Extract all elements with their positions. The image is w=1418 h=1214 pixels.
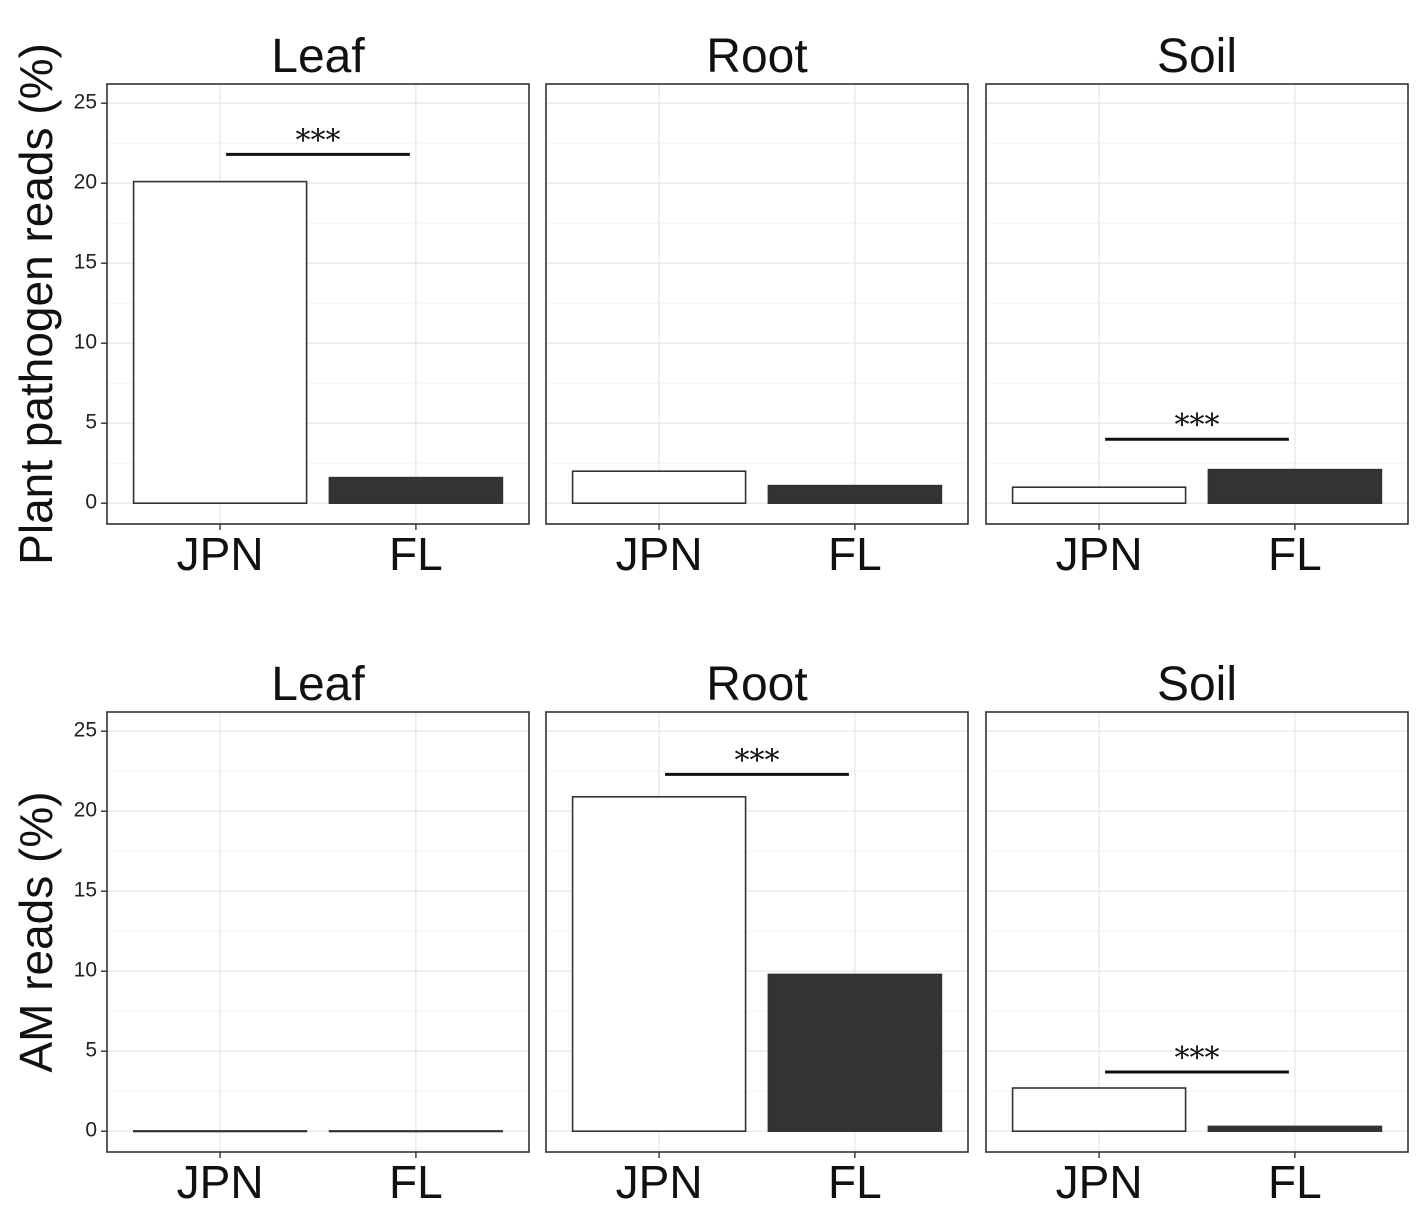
panel-frame xyxy=(985,83,1409,525)
x-tick-label: JPN xyxy=(1056,1156,1143,1208)
bar-jpn xyxy=(1011,1087,1187,1133)
panel-frame xyxy=(545,83,969,525)
panel-frame xyxy=(106,83,530,525)
panel-soil-row-1: *** JPN FL Soil xyxy=(985,30,1409,580)
bar-fl xyxy=(328,1130,504,1133)
y-tick-label: 25 xyxy=(74,91,97,114)
y-tick-label: 5 xyxy=(85,1039,97,1062)
x-tick-label: JPN xyxy=(177,1156,264,1208)
y-tick-label: 15 xyxy=(74,879,97,902)
x-tick-label: JPN xyxy=(177,528,264,580)
bar-jpn xyxy=(571,470,747,505)
panel-frame xyxy=(985,711,1409,1153)
y-tick-label: 10 xyxy=(74,959,97,982)
y-tick-label: 15 xyxy=(74,251,97,274)
x-tick-label: FL xyxy=(828,528,882,580)
x-tick-label: JPN xyxy=(1056,528,1143,580)
significance-label: *** xyxy=(296,123,341,158)
panel-root-row-2: *** JPN FL Root xyxy=(545,658,969,1208)
panel-leaf-row-1: *** JPN FL Leaf xyxy=(106,30,530,580)
panel-title: Leaf xyxy=(271,658,365,711)
y-tick-label: 20 xyxy=(74,799,97,822)
bar-jpn xyxy=(132,1130,308,1133)
y-tick-label: 0 xyxy=(85,491,97,514)
x-tick-label: FL xyxy=(389,528,443,580)
x-tick-label: JPN xyxy=(616,1156,703,1208)
y-tick-label: 10 xyxy=(74,331,97,354)
bar-fl xyxy=(767,973,943,1133)
bar-fl xyxy=(767,484,943,505)
bar-fl xyxy=(328,476,504,505)
y-axis-label: AM reads (%) xyxy=(10,791,62,1072)
panel-title: Root xyxy=(706,30,807,83)
panel-soil-row-2: *** JPN FL Soil xyxy=(985,658,1409,1208)
panel-title: Soil xyxy=(1157,30,1237,83)
x-tick-label: FL xyxy=(1268,1156,1322,1208)
y-axis-label: Plant pathogen reads (%) xyxy=(10,43,62,565)
bar-jpn xyxy=(571,795,747,1132)
x-tick-label: JPN xyxy=(616,528,703,580)
y-tick-label: 5 xyxy=(85,411,97,434)
panel-frame xyxy=(545,711,969,1153)
x-tick-label: FL xyxy=(1268,528,1322,580)
significance-label: *** xyxy=(735,743,780,778)
bar-fl xyxy=(1207,468,1383,505)
panel-root-row-1: JPN FL Root xyxy=(545,30,969,580)
panel-title: Soil xyxy=(1157,658,1237,711)
panel-title: Root xyxy=(706,658,807,711)
bar-fl xyxy=(1207,1125,1383,1133)
bar-jpn xyxy=(132,180,308,505)
chart-row-1: Plant pathogen reads (%) 0 5 10 15 20 25 *** JPN… xyxy=(10,30,1409,580)
panel-leaf-row-2: JPN FL Leaf xyxy=(106,658,530,1208)
y-tick-label: 20 xyxy=(74,171,97,194)
significance-label: *** xyxy=(1175,408,1220,443)
bar-jpn xyxy=(1011,486,1187,505)
significance-label: *** xyxy=(1175,1041,1220,1076)
y-tick-label: 25 xyxy=(74,719,97,742)
x-tick-label: FL xyxy=(389,1156,443,1208)
chart-row-2: AM reads (%) 0 5 10 15 20 25 JPN FL Leaf *** JPN FL R… xyxy=(10,658,1409,1208)
panel-frame xyxy=(106,711,530,1153)
x-tick-label: FL xyxy=(828,1156,882,1208)
panel-title: Leaf xyxy=(271,30,365,83)
y-tick-label: 0 xyxy=(85,1119,97,1142)
